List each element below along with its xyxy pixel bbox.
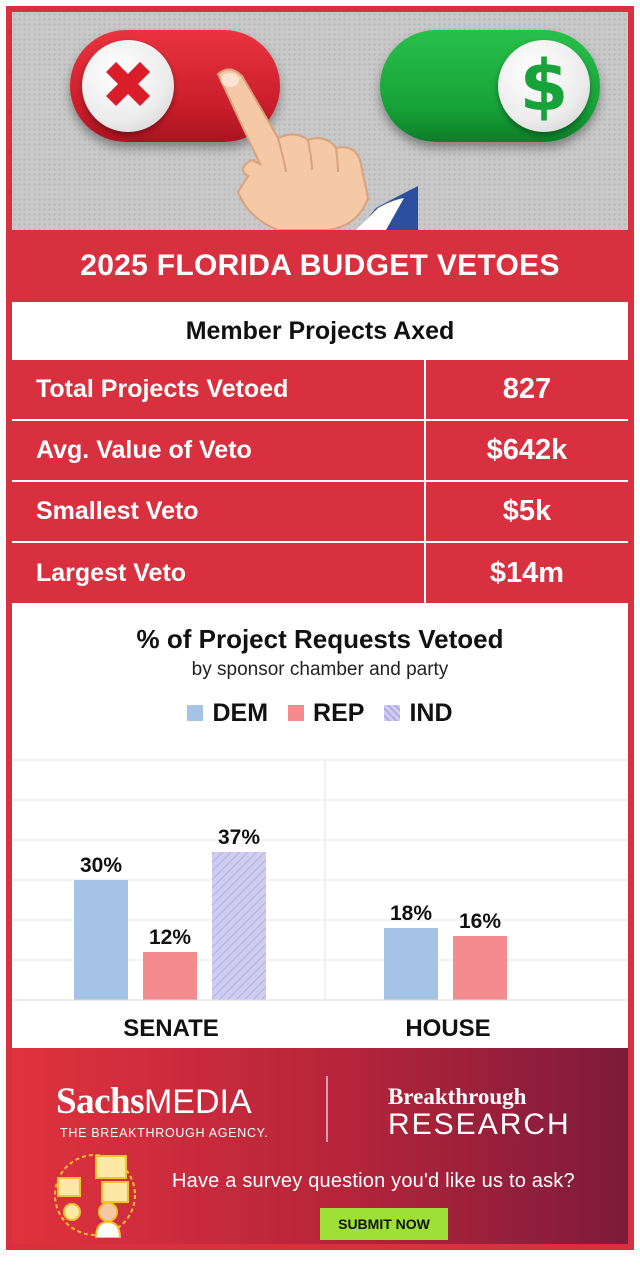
brand-tagline: THE BREAKTHROUGH AGENCY. [60,1126,269,1140]
stat-label: Avg. Value of Veto [12,421,426,480]
brand-name-light: MEDIA [143,1083,252,1121]
bar-dem-senate [74,880,128,1000]
data-label: 16% [459,910,501,933]
category-label-house: HOUSE [405,1015,490,1042]
stat-label: Total Projects Vetoed [12,360,426,419]
funding-toggle-on: $ [380,30,600,142]
legend-swatch-dem [187,705,204,721]
legend-swatch-rep [288,705,305,721]
brand-name-bold: Sachs [56,1081,144,1122]
stat-value: $14m [489,556,565,589]
legend-item-ind: IND [384,698,453,728]
data-label: 30% [80,854,122,877]
stat-label: Largest Veto [12,543,426,603]
research-logo-top: Breakthrough [388,1084,527,1109]
chart-legend: DEM REP IND [12,696,628,730]
legend-label: DEM [212,698,269,727]
stat-label: Smallest Veto [12,482,426,541]
stat-row-total: Total Projects Vetoed 827 [12,360,628,421]
survey-prompt: Have a survey question you'd like us to … [172,1170,575,1192]
infographic-frame: ✖ $ 2025 FLORIDA BUDGET VETOES Member Pr… [6,6,634,1250]
data-label: 18% [390,902,432,925]
footer-divider [326,1076,328,1142]
hero-illustration: ✖ $ [12,12,628,230]
footer-banner: SachsMEDIA THE BREAKTHROUGH AGENCY. Brea… [12,1048,628,1244]
stat-value: 827 [502,373,552,405]
survey-people-icon [54,1154,136,1238]
pointing-hand-icon [216,68,418,230]
submit-now-button[interactable]: SUBMIT NOW [320,1208,448,1240]
dollar-icon: $ [498,40,590,132]
bar-ind-senate [212,852,266,1000]
section-subtitle: Member Projects Axed [12,302,628,360]
x-icon: ✖ [82,40,174,132]
chart-header: % of Project Requests Vetoed by sponsor … [12,608,628,681]
stat-value: $642k [486,434,568,466]
bar-chart: 30% 12% 37% SENATE 18% 16% HOUSE [12,759,628,1042]
legend-item-dem: DEM [187,699,268,728]
legend-item-rep: REP [288,699,364,728]
legend-swatch-ind [384,705,401,721]
stat-value: $5k [502,495,552,527]
stat-row-smallest: Smallest Veto $5k [12,482,628,543]
chart-title: % of Project Requests Vetoed [136,624,504,654]
bar-dem-house [384,928,438,1000]
research-logo-bottom: RESEARCH [388,1108,571,1141]
stat-row-largest: Largest Veto $14m [12,543,628,603]
stat-row-average: Avg. Value of Veto $642k [12,421,628,482]
bar-rep-house [453,936,507,1000]
sachs-media-logo: SachsMEDIA [56,1080,252,1123]
chart-subtitle: by sponsor chamber and party [191,659,449,680]
data-label: 12% [149,926,191,949]
stats-table: Total Projects Vetoed 827 Avg. Value of … [12,360,628,603]
data-label: 37% [218,826,260,849]
bar-rep-senate [143,952,197,1000]
page-title: 2025 FLORIDA BUDGET VETOES [12,230,628,302]
legend-label: REP [313,698,365,727]
category-label-senate: SENATE [123,1015,219,1042]
legend-label: IND [409,698,453,727]
